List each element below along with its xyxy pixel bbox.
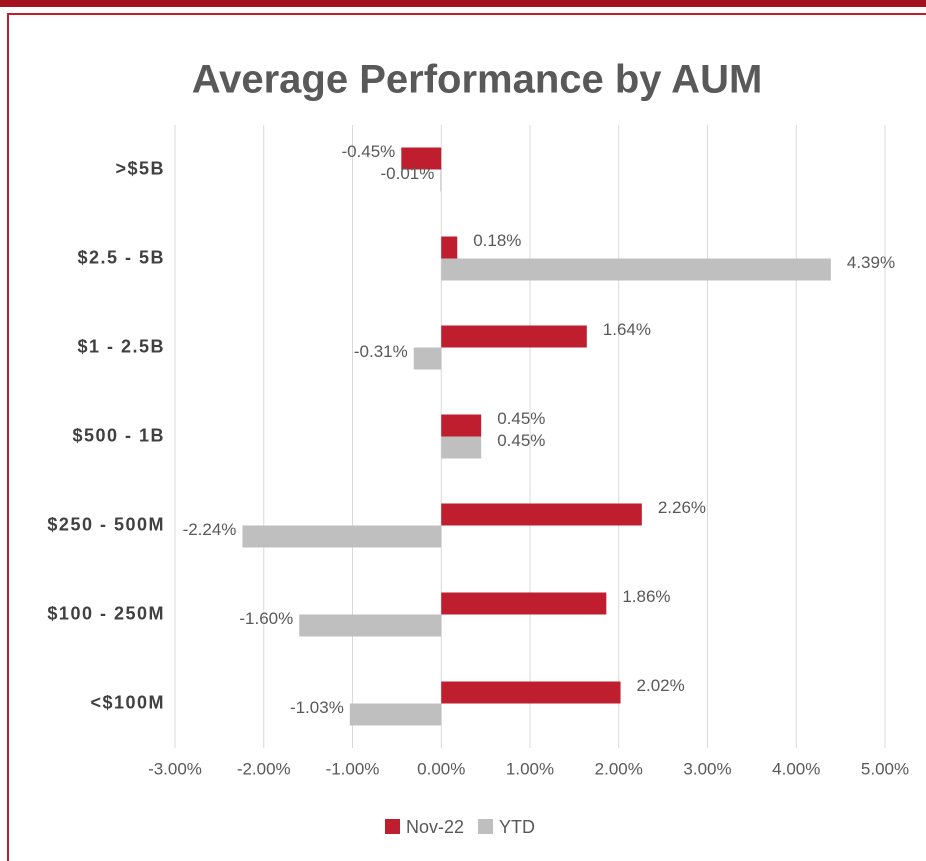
x-tick-label: 3.00% — [683, 759, 731, 778]
top-bar — [0, 0, 926, 7]
bar — [413, 347, 442, 370]
value-label: -0.45% — [341, 142, 395, 161]
value-label: 4.39% — [847, 253, 895, 272]
x-tick-label: 4.00% — [772, 759, 820, 778]
x-tick-label: -1.00% — [326, 759, 380, 778]
legend-swatch — [478, 819, 494, 834]
y-tick-label: $500 - 1B — [72, 425, 165, 445]
value-label: 1.86% — [622, 587, 670, 606]
legend-label: YTD — [499, 817, 535, 837]
value-label: 0.45% — [497, 409, 545, 428]
y-tick-label: $250 - 500M — [47, 514, 165, 534]
value-label: -1.03% — [290, 698, 344, 717]
bar — [299, 614, 442, 637]
x-tick-label: -2.00% — [237, 759, 291, 778]
y-tick-label: $1 - 2.5B — [77, 336, 165, 356]
x-tick-label: 5.00% — [861, 759, 909, 778]
bar — [441, 681, 621, 704]
value-label: 0.18% — [473, 231, 521, 250]
chart-title: Average Performance by AUM — [192, 58, 763, 102]
value-label: -1.60% — [239, 609, 293, 628]
bar — [441, 414, 482, 437]
bar — [441, 325, 587, 348]
bar — [441, 592, 607, 615]
bar — [441, 436, 482, 459]
value-label: 2.02% — [637, 676, 685, 695]
bar — [441, 236, 458, 259]
legend-label: Nov-22 — [406, 817, 464, 837]
x-tick-label: 1.00% — [506, 759, 554, 778]
bar — [441, 258, 831, 281]
bar — [242, 525, 442, 548]
value-label: -0.01% — [380, 164, 434, 183]
x-tick-label: -3.00% — [148, 759, 202, 778]
x-tick-label: 0.00% — [417, 759, 465, 778]
legend-swatch — [385, 819, 400, 834]
y-tick-label: <$100M — [90, 692, 165, 712]
x-tick-label: 2.00% — [595, 759, 643, 778]
value-label: 0.45% — [497, 431, 545, 450]
y-tick-label: $2.5 - 5B — [77, 247, 165, 267]
value-label: 1.64% — [603, 320, 651, 339]
bar — [441, 503, 642, 526]
bar — [440, 169, 442, 192]
y-tick-label: $100 - 250M — [47, 603, 165, 623]
y-tick-label: >$5B — [115, 158, 165, 178]
value-label: -2.24% — [183, 520, 237, 539]
value-label: 2.26% — [658, 498, 706, 517]
frame — [7, 13, 926, 861]
bar — [401, 147, 442, 170]
bar — [349, 703, 442, 726]
value-label: -0.31% — [354, 342, 408, 361]
